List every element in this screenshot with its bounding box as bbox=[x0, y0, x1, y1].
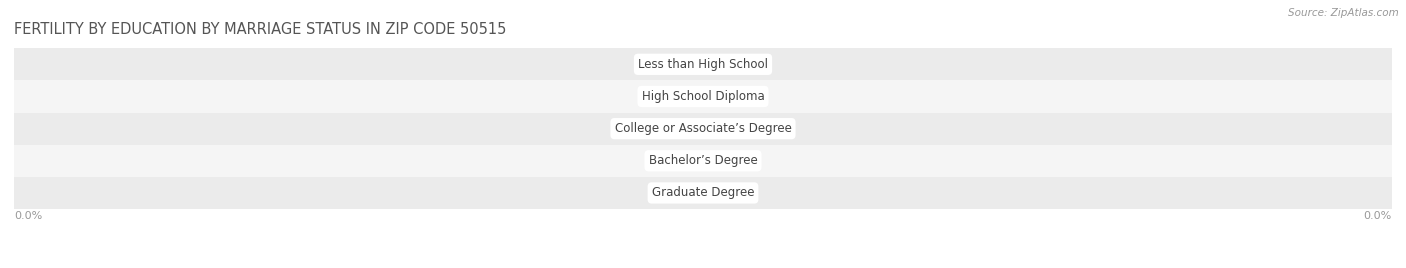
Text: 0.0%: 0.0% bbox=[662, 124, 692, 134]
Text: 0.0%: 0.0% bbox=[714, 188, 744, 198]
Text: 0.0%: 0.0% bbox=[662, 156, 692, 166]
Bar bbox=[703, 87, 755, 106]
Bar bbox=[14, 177, 1392, 209]
Text: 0.0%: 0.0% bbox=[714, 59, 744, 69]
Bar bbox=[651, 119, 703, 138]
Bar bbox=[14, 113, 1392, 145]
Bar bbox=[651, 55, 703, 74]
Bar bbox=[14, 80, 1392, 113]
Bar bbox=[703, 55, 755, 74]
Text: Bachelor’s Degree: Bachelor’s Degree bbox=[648, 154, 758, 167]
Bar bbox=[651, 151, 703, 170]
Text: 0.0%: 0.0% bbox=[662, 188, 692, 198]
Text: 0.0%: 0.0% bbox=[14, 211, 42, 221]
Text: 0.0%: 0.0% bbox=[1364, 211, 1392, 221]
Bar bbox=[703, 151, 755, 170]
Text: FERTILITY BY EDUCATION BY MARRIAGE STATUS IN ZIP CODE 50515: FERTILITY BY EDUCATION BY MARRIAGE STATU… bbox=[14, 22, 506, 37]
Bar bbox=[703, 183, 755, 203]
Text: Graduate Degree: Graduate Degree bbox=[652, 187, 754, 199]
Text: Source: ZipAtlas.com: Source: ZipAtlas.com bbox=[1288, 8, 1399, 18]
Text: Less than High School: Less than High School bbox=[638, 58, 768, 71]
Text: College or Associate’s Degree: College or Associate’s Degree bbox=[614, 122, 792, 135]
Text: High School Diploma: High School Diploma bbox=[641, 90, 765, 103]
Bar bbox=[14, 145, 1392, 177]
Text: 0.0%: 0.0% bbox=[714, 91, 744, 102]
Text: 0.0%: 0.0% bbox=[662, 59, 692, 69]
Bar bbox=[703, 119, 755, 138]
Text: 0.0%: 0.0% bbox=[714, 124, 744, 134]
Bar bbox=[651, 183, 703, 203]
Text: 0.0%: 0.0% bbox=[662, 91, 692, 102]
Text: 0.0%: 0.0% bbox=[714, 156, 744, 166]
Bar bbox=[14, 48, 1392, 80]
Bar bbox=[651, 87, 703, 106]
